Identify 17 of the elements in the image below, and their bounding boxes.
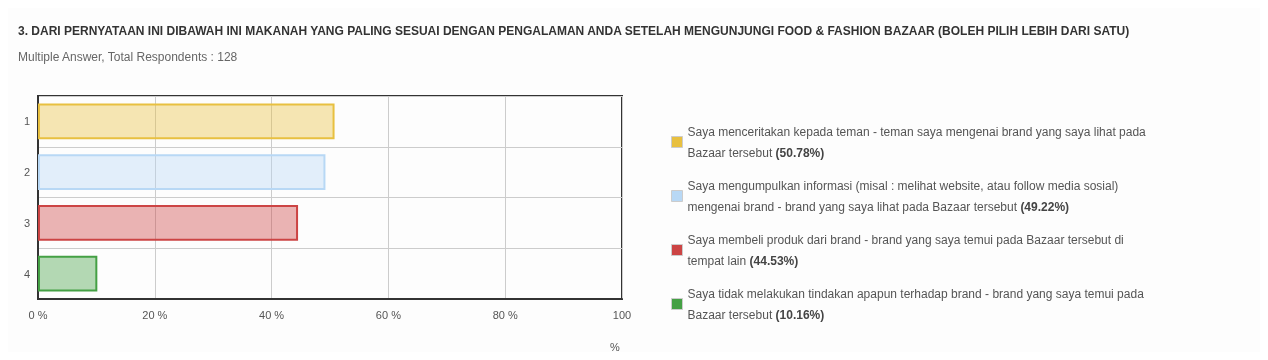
x-tick-label: 20 % — [142, 308, 168, 321]
chart-subtitle: Multiple Answer, Total Respondents : 128 — [18, 50, 238, 64]
legend-label: Saya mengumpulkan informasi (misal : melihat website, atau follow media sosial) mengenai brand - brand yang saya lihat pada Bazaar tersebut (49.22%) — [687, 178, 1122, 214]
x-tick-label: 100 — [612, 308, 632, 321]
y-tick-label: 1 — [23, 115, 30, 128]
x-axis-title: % — [610, 340, 620, 353]
y-tick-label: 3 — [23, 216, 30, 229]
legend-label: Saya menceritakan kepada teman - teman saya mengenai brand yang saya lihat pada Bazaar tersebut (50.78%) — [687, 124, 1150, 160]
x-tick-label: 40 % — [259, 308, 285, 321]
x-tick-label: 60 % — [375, 308, 402, 321]
y-tick-label: 2 — [23, 166, 30, 179]
x-tick-label: 80 % — [492, 308, 518, 321]
legend-label: Saya membeli produk dari brand - brand yang saya temui pada Bazaar tersebut di tempat lain (44.53%) — [687, 232, 1128, 268]
chart-title: 3. DARI PERNYATAAN INI DIBAWAH INI MAKANAH YANG PALING SESUAI DENGAN PENGALAMAN ANDA SETELAH MENGUNJUNGI FOOD & FASHION BAZAAR (BOLEH PILIH LEBIH DARI SATU) — [18, 24, 1130, 38]
x-tick-label: 0 % — [28, 308, 48, 321]
y-tick-label: 4 — [23, 267, 30, 280]
legend-label: Saya tidak melakukan tindakan apapun terhadap brand - brand yang saya temui pada Bazaar tersebut (10.16%) — [687, 286, 1148, 322]
